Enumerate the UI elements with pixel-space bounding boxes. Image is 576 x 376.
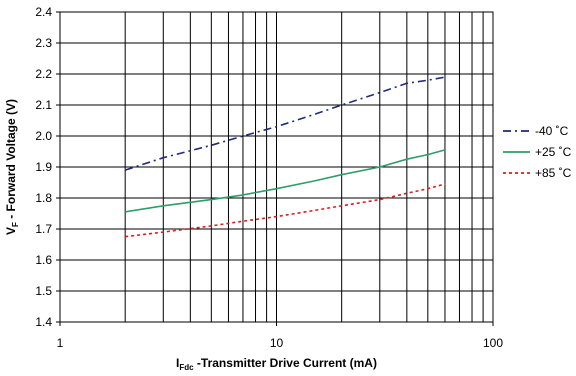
series-lines — [124, 76, 446, 238]
x-axis-label-rest: -Transmitter Drive Current (mA) — [194, 356, 377, 370]
y-tick-label: 2.2 — [35, 67, 52, 81]
y-axis-label-sub: F — [11, 222, 20, 227]
y-tick-label: 2.3 — [35, 36, 52, 50]
y-tick-label: 2.1 — [35, 98, 52, 112]
legend-label: +85 ˚C — [535, 166, 572, 180]
y-tick-label: 2.4 — [35, 5, 52, 19]
series-line-1 — [124, 76, 446, 171]
x-axis-label-sub: Fdc — [179, 363, 194, 372]
plot-border — [59, 11, 494, 323]
y-axis-label-rest: - Forward Voltage (V) — [4, 99, 18, 222]
y-axis-label-main: V — [4, 227, 18, 235]
y-tick-label: 1.7 — [35, 222, 52, 236]
y-tick-label: 1.6 — [35, 253, 52, 267]
y-axis-label: VF - Forward Voltage (V) — [4, 99, 20, 235]
x-tick-label: 100 — [483, 336, 503, 350]
grid-lines — [56, 11, 494, 326]
y-tick-label: 1.8 — [35, 191, 52, 205]
series-line-2 — [125, 149, 446, 213]
legend-label: +25 ˚C — [535, 145, 572, 159]
x-axis-label-main: I — [176, 356, 179, 370]
y-tick-label: 1.9 — [35, 160, 52, 174]
legend: -40 ˚C +25 ˚C +85 ˚C — [503, 124, 572, 180]
x-tick-label: 1 — [57, 336, 64, 350]
legend-label: -40 ˚C — [535, 124, 569, 138]
x-axis-label: IFdc -Transmitter Drive Current (mA) — [176, 356, 377, 372]
x-tick-label: 10 — [270, 336, 284, 350]
y-tick-label: 1.4 — [35, 315, 52, 329]
y-tick-label: 2.0 — [35, 129, 52, 143]
tick-labels: 1.4 1.5 1.6 1.7 1.8 1.9 2.0 2.1 2.2 2.3 2.4 1 10 100 — [35, 5, 503, 350]
y-tick-label: 1.5 — [35, 284, 52, 298]
